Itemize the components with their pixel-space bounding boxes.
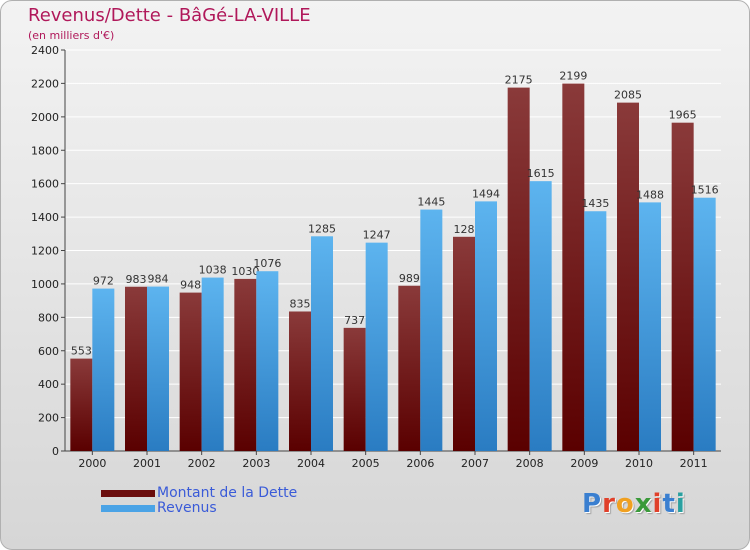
data-label-revenus: 1247 — [363, 229, 391, 242]
data-label-revenus: 1445 — [417, 196, 445, 209]
bar-debt — [343, 327, 366, 451]
x-tick-label: 2009 — [570, 457, 598, 470]
data-label-revenus: 1038 — [199, 264, 227, 277]
data-label-debt: 948 — [180, 279, 201, 292]
y-tick-label: 800 — [38, 311, 59, 324]
legend-swatch-debt — [101, 490, 155, 497]
legend-swatch-revenus — [101, 505, 155, 512]
bar-revenus — [475, 201, 497, 451]
data-label-revenus: 1494 — [472, 187, 500, 200]
data-label-debt: 835 — [290, 297, 311, 310]
y-tick-label: 2000 — [31, 111, 59, 124]
x-tick-label: 2001 — [133, 457, 161, 470]
bar-debt — [453, 236, 475, 451]
logo-letter: i — [652, 489, 663, 519]
data-label-debt: 1030 — [231, 265, 259, 278]
bar-revenus — [92, 288, 115, 451]
bar-debt — [125, 286, 147, 451]
x-tick-label: 2005 — [352, 457, 380, 470]
y-tick-label: 2400 — [31, 44, 59, 57]
data-label-debt: 2199 — [559, 70, 587, 83]
legend-label-debt: Montant de la Dette — [157, 485, 298, 501]
bar-debt — [234, 278, 257, 451]
y-tick-label: 600 — [38, 345, 59, 358]
x-tick-label: 2003 — [242, 457, 270, 470]
x-tick-label: 2006 — [406, 457, 434, 470]
bar-revenus — [693, 197, 716, 451]
data-label-revenus: 1076 — [253, 257, 281, 270]
bar-revenus — [365, 242, 388, 451]
bar-revenus — [256, 271, 279, 451]
data-label-revenus: 1285 — [308, 222, 336, 235]
data-label-debt: 128 — [454, 223, 475, 236]
data-label-debt: 983 — [126, 273, 147, 286]
data-label-revenus: 984 — [148, 273, 169, 286]
data-label-debt: 737 — [344, 314, 365, 327]
bar-revenus — [201, 277, 224, 451]
bar-debt — [617, 102, 639, 451]
data-label-revenus: 1435 — [581, 197, 609, 210]
bar-revenus — [311, 236, 333, 451]
bar-revenus — [584, 211, 607, 451]
x-tick-label: 2000 — [78, 457, 106, 470]
y-tick-label: 2200 — [31, 77, 59, 90]
bar-debt — [671, 122, 694, 452]
logo-letter: i — [675, 489, 686, 519]
data-label-revenus: 1488 — [636, 188, 664, 201]
bar-debt — [562, 83, 585, 452]
bar-revenus — [147, 286, 169, 451]
y-tick-label: 1200 — [31, 245, 59, 258]
logo-letter: r — [602, 489, 616, 519]
data-label-debt: 989 — [399, 272, 420, 285]
y-tick-label: 0 — [52, 445, 59, 458]
data-label-debt: 553 — [71, 345, 92, 358]
logo-letter: o — [615, 489, 635, 519]
bar-revenus — [529, 181, 552, 452]
data-label-debt: 2175 — [505, 74, 533, 87]
y-tick-label: 1000 — [31, 278, 59, 291]
x-tick-label: 2007 — [461, 457, 489, 470]
logo-letter: t — [662, 489, 676, 519]
proxiti-logo: Proxiti — [582, 489, 686, 519]
x-tick-label: 2002 — [188, 457, 216, 470]
data-label-debt: 1965 — [669, 109, 697, 122]
bar-debt — [289, 311, 311, 451]
logo-letter: x — [634, 489, 653, 519]
data-label-revenus: 1615 — [527, 167, 555, 180]
bar-debt — [398, 285, 421, 451]
x-tick-label: 2004 — [297, 457, 325, 470]
bar-debt — [70, 358, 93, 451]
y-tick-label: 1800 — [31, 144, 59, 157]
data-label-revenus: 972 — [93, 275, 114, 288]
data-label-revenus: 1516 — [691, 184, 719, 197]
data-label-debt: 2085 — [614, 89, 642, 102]
y-tick-label: 200 — [38, 412, 59, 425]
legend-item-revenus: Revenus — [101, 501, 297, 516]
y-tick-label: 1400 — [31, 211, 59, 224]
x-tick-label: 2010 — [625, 457, 653, 470]
chart-title: Revenus/Dette - BâGé-LA-VILLE — [28, 5, 311, 26]
logo-letter: P — [582, 489, 603, 519]
y-tick-label: 1600 — [31, 178, 59, 191]
legend-item-debt: Montant de la Dette — [101, 486, 297, 501]
chart-legend: Montant de la Dette Revenus — [101, 486, 297, 516]
bar-debt — [507, 87, 530, 451]
chart-subtitle: (en milliers d'€) — [28, 29, 115, 42]
y-tick-label: 400 — [38, 378, 59, 391]
x-tick-label: 2008 — [516, 457, 544, 470]
bar-revenus — [420, 209, 443, 451]
legend-label-revenus: Revenus — [157, 500, 217, 516]
bar-debt — [179, 292, 202, 451]
bar-revenus — [639, 202, 661, 451]
x-tick-label: 2011 — [680, 457, 708, 470]
